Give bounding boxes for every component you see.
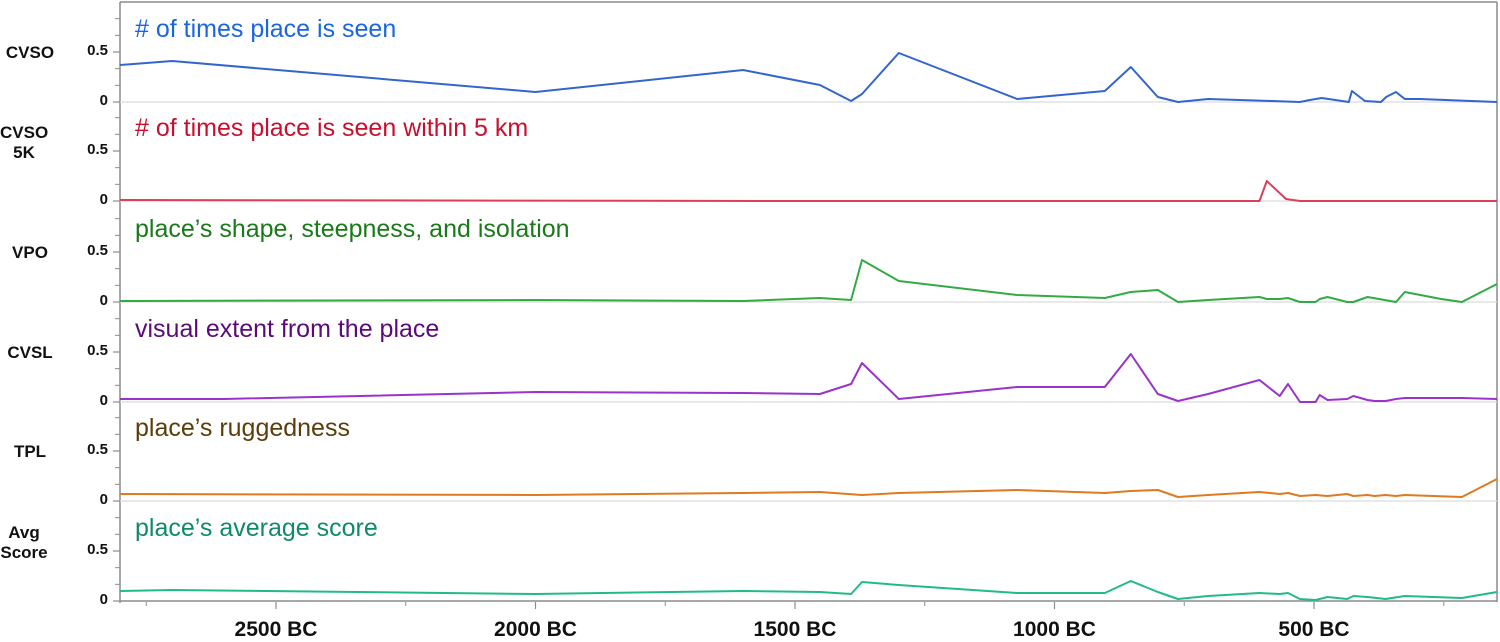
series-line-cvsl — [120, 353, 1498, 403]
series-title-cvso: # of times place is seen — [135, 15, 397, 43]
panel-label-cvsl: CVSL — [7, 343, 53, 362]
series-title-vpo: place’s shape, steepness, and isolation — [135, 215, 570, 243]
panel-label-cvso5k: CVSO 5K — [0, 123, 49, 162]
y-tick-label: 0 — [99, 191, 108, 208]
x-tick-label: 500 BC — [1278, 618, 1350, 641]
series-title-avg: place’s average score — [135, 514, 378, 542]
panel-label-vpo: VPO — [12, 243, 48, 262]
axis-ticks — [113, 18, 1445, 609]
panel-label-tpl: TPL — [13, 442, 47, 461]
y-tick-label: 0.5 — [87, 541, 108, 558]
y-tick-label: 0 — [99, 92, 108, 109]
series-line-cvso — [119, 52, 1498, 103]
series-line-tpl — [119, 478, 1498, 498]
series-title-cvso5k: # of times place is seen within 5 km — [135, 114, 529, 142]
y-tick-label: 0 — [99, 292, 108, 309]
y-tick-label: 0.5 — [87, 141, 108, 158]
series-lines — [119, 52, 1498, 601]
series-line-vpo — [119, 259, 1498, 303]
y-tick-label: 0.5 — [87, 242, 108, 259]
x-tick-label: 1000 BC — [1013, 618, 1096, 641]
series-line-cvso5k — [119, 180, 1497, 202]
y-tick-label: 0 — [99, 392, 108, 409]
y-tick-label: 0.5 — [87, 441, 108, 458]
y-tick-label: 0.5 — [87, 342, 108, 359]
x-tick-label: 1500 BC — [753, 618, 837, 641]
panel-label-avg: Avg Score — [0, 523, 48, 562]
series-title-tpl: place’s ruggedness — [135, 414, 350, 442]
y-tick-label: 0 — [99, 591, 108, 608]
x-tick-label: 2500 BC — [234, 618, 318, 641]
x-tick-label: 2000 BC — [494, 618, 577, 641]
y-tick-label: 0 — [99, 491, 108, 508]
y-tick-label: 0.5 — [87, 42, 108, 59]
series-line-avg — [119, 580, 1498, 601]
series-title-cvsl: visual extent from the place — [135, 315, 440, 343]
panel-label-cvso: CVSO — [5, 43, 55, 62]
